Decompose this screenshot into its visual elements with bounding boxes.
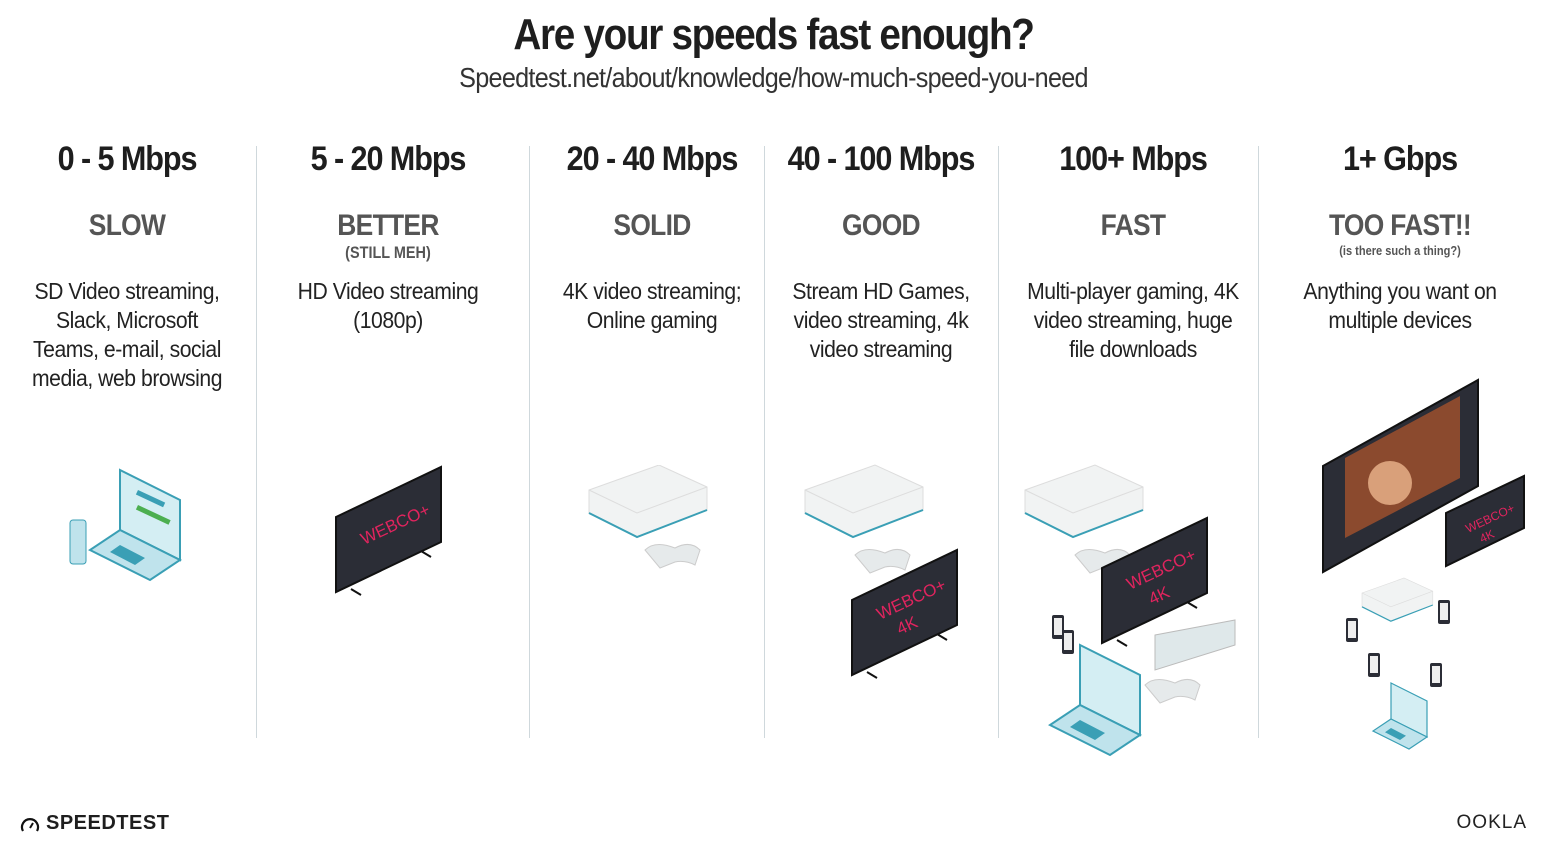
tier-column-fast: 100+ Mbps FAST Multi-player gaming, 4K v… <box>1010 140 1256 364</box>
divider <box>764 146 765 738</box>
tier-column-good: 40 - 100 Mbps GOOD Stream HD Games, vide… <box>770 140 992 364</box>
speed-range: 1+ Gbps <box>1342 140 1458 178</box>
many-devices-icon: WEBCO+ 4K <box>1322 378 1525 750</box>
tier-sublabel: (is there such a thing?) <box>1339 243 1461 258</box>
tier-description: SD Video streaming, Slack, Microsoft Tea… <box>31 278 223 391</box>
tier-description: Stream HD Games, video streaming, 4k vid… <box>792 278 970 362</box>
divider <box>1258 146 1259 738</box>
tv-res-text: 4K <box>1477 527 1496 546</box>
tier-sublabel <box>29 243 225 267</box>
tier-column-too-fast: 1+ Gbps TOO FAST!! (is there such a thin… <box>1275 140 1525 335</box>
tier-label: SLOW <box>88 209 166 242</box>
ookla-logo: OOKLA <box>1456 812 1527 833</box>
speedometer-icon <box>20 817 40 832</box>
console-and-4k-tv-icon: WEBCO+ 4K <box>804 464 958 679</box>
speed-range: 40 - 100 Mbps <box>787 140 976 178</box>
game-console-icon <box>588 465 708 569</box>
speed-range: 0 - 5 Mbps <box>57 140 198 178</box>
tier-description: Anything you want on multiple devices <box>1303 278 1497 333</box>
laptop-phone-icon <box>69 469 181 581</box>
page-title: Are your speeds fast enough? <box>513 10 1035 59</box>
tier-description: 4K video streaming; Online gaming <box>562 278 742 333</box>
tier-sublabel <box>1028 243 1237 267</box>
multi-device-icon: WEBCO+ 4K <box>1024 464 1236 756</box>
divider <box>998 146 999 738</box>
tier-column-better: 5 - 20 Mbps BETTER (STILL MEH) HD Video … <box>270 140 506 335</box>
tier-description: HD Video streaming (1080p) <box>297 278 479 333</box>
speedtest-logo: SPEEDTEST <box>20 812 169 835</box>
tier-label: BETTER <box>337 209 439 242</box>
tier-label: SOLID <box>613 209 691 242</box>
tier-sublabel <box>787 243 976 267</box>
tier-label: GOOD <box>842 209 921 242</box>
tier-sublabel <box>557 243 747 267</box>
tier-sublabel: (STILL MEH) <box>345 243 431 262</box>
tier-column-solid: 20 - 40 Mbps SOLID 4K video streaming; O… <box>540 140 764 335</box>
tier-description: Multi-player gaming, 4K video streaming,… <box>1027 278 1239 362</box>
tier-label: FAST <box>1100 209 1166 242</box>
tier-label: TOO FAST!! <box>1328 209 1472 242</box>
speed-range: 100+ Mbps <box>1059 140 1208 178</box>
divider <box>256 146 257 738</box>
tier-column-slow: 0 - 5 Mbps SLOW SD Video streaming, Slac… <box>12 140 242 393</box>
speedtest-logo-text: SPEEDTEST <box>46 812 170 834</box>
speed-range: 5 - 20 Mbps <box>310 140 467 178</box>
divider <box>529 146 530 738</box>
speed-range: 20 - 40 Mbps <box>566 140 739 178</box>
source-url: Speedtest.net/about/knowledge/how-much-s… <box>459 62 1088 93</box>
tv-icon: WEBCO+ <box>335 466 442 596</box>
